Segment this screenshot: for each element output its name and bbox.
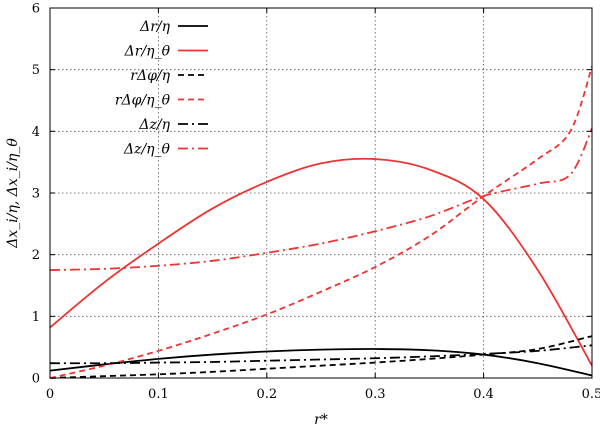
y-tick-label: 4 (32, 125, 40, 140)
axis-ticks: 0 0.1 0.2 0.3 0.4 0.5 0 1 2 3 4 5 6 (32, 2, 600, 403)
legend-label: Δr/η (139, 19, 171, 35)
grid (50, 8, 592, 378)
y-tick-label: 1 (32, 310, 40, 325)
series-line-2 (49, 335, 593, 379)
legend-label: Δz/η (138, 117, 170, 133)
y-tick-label: 5 (32, 63, 40, 78)
legend-label: Δz/η_θ (123, 142, 171, 158)
y-tick-label: 0 (32, 372, 40, 387)
series-line-4 (49, 344, 593, 365)
series-line-5 (49, 127, 593, 271)
legend-label: rΔφ/η_θ (115, 93, 171, 109)
y-tick-label: 3 (32, 187, 40, 202)
y-tick-label: 6 (32, 2, 40, 17)
x-tick-label: 0.5 (582, 387, 600, 402)
legend: Δr/η Δr/η_θ rΔφ/η rΔφ/η_θ Δz/η Δz/η_θ (115, 19, 208, 158)
series-line-0 (49, 348, 593, 377)
x-tick-label: 0 (46, 387, 54, 402)
x-tick-label: 0.4 (473, 387, 494, 402)
x-tick-label: 0.3 (365, 387, 386, 402)
x-axis-label: r* (314, 412, 328, 428)
legend-label: Δr/η_θ (124, 44, 171, 60)
series-lines (49, 66, 593, 379)
y-axis-label: Δx_i/η, Δx_i/η_θ (5, 138, 21, 249)
y-tick-label: 2 (32, 248, 40, 263)
legend-label: rΔφ/η (130, 68, 170, 84)
series-line-1 (49, 157, 593, 367)
series-line-3 (49, 66, 593, 379)
x-tick-label: 0.1 (148, 387, 169, 402)
x-tick-label: 0.2 (256, 387, 277, 402)
